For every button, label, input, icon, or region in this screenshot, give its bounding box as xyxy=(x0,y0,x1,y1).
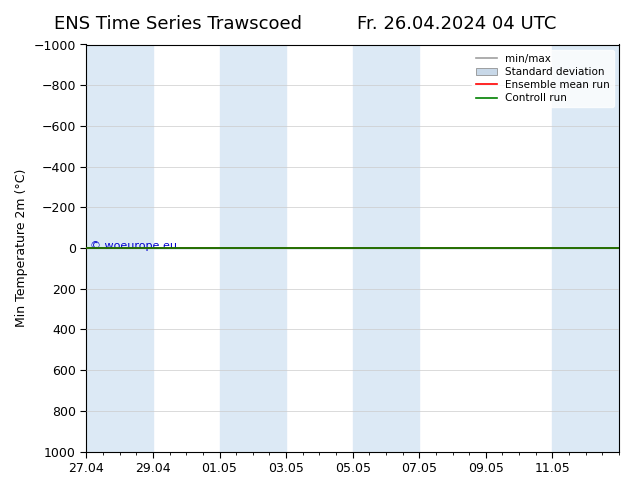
Bar xyxy=(219,45,286,452)
Y-axis label: Min Temperature 2m (°C): Min Temperature 2m (°C) xyxy=(15,169,28,327)
Text: ENS Time Series Trawscoed: ENS Time Series Trawscoed xyxy=(53,15,302,33)
Bar xyxy=(552,45,619,452)
Text: © woeurope.eu: © woeurope.eu xyxy=(89,241,177,251)
Text: Fr. 26.04.2024 04 UTC: Fr. 26.04.2024 04 UTC xyxy=(357,15,556,33)
Bar xyxy=(86,45,153,452)
Legend: min/max, Standard deviation, Ensemble mean run, Controll run: min/max, Standard deviation, Ensemble me… xyxy=(472,49,614,107)
Bar xyxy=(353,45,419,452)
